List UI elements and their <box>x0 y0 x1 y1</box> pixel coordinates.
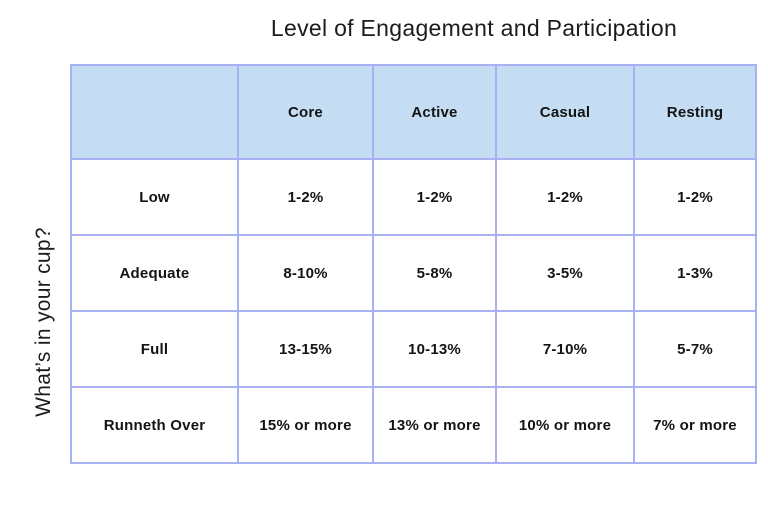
data-cell: 5-8% <box>372 234 497 312</box>
data-cell: 15% or more <box>237 386 374 464</box>
column-header-resting: Resting <box>633 64 757 160</box>
table-row-low: Low 1-2% 1-2% 1-2% 1-2% <box>70 158 757 236</box>
row-label-cell: Adequate <box>70 234 239 312</box>
table-row-full: Full 13-15% 10-13% 7-10% 5-7% <box>70 310 757 388</box>
data-cell: 5-7% <box>633 310 757 388</box>
row-label-cell: Full <box>70 310 239 388</box>
data-cell: 1-2% <box>633 158 757 236</box>
data-cell: 7% or more <box>633 386 757 464</box>
chart-title: Level of Engagement and Participation <box>270 15 678 41</box>
data-cell: 3-5% <box>495 234 635 312</box>
table-row-adequate: Adequate 8-10% 5-8% 3-5% 1-3% <box>70 234 757 312</box>
data-cell: 8-10% <box>237 234 374 312</box>
row-label-cell: Runneth Over <box>70 386 239 464</box>
row-label-cell: Low <box>70 158 239 236</box>
y-axis-label: What’s in your cup? <box>32 227 55 417</box>
engagement-table: Core Active Casual Resting Low 1-2% 1-2%… <box>70 64 757 464</box>
data-cell: 13% or more <box>372 386 497 464</box>
data-cell: 1-3% <box>633 234 757 312</box>
data-cell: 13-15% <box>237 310 374 388</box>
data-cell: 1-2% <box>237 158 374 236</box>
column-header-active: Active <box>372 64 497 160</box>
table-header-row: Core Active Casual Resting <box>70 64 757 160</box>
column-header-core: Core <box>237 64 374 160</box>
data-cell: 7-10% <box>495 310 635 388</box>
table-row-runneth-over: Runneth Over 15% or more 13% or more 10%… <box>70 386 757 464</box>
data-cell: 1-2% <box>495 158 635 236</box>
data-cell: 10% or more <box>495 386 635 464</box>
corner-cell <box>70 64 239 160</box>
column-header-casual: Casual <box>495 64 635 160</box>
data-cell: 1-2% <box>372 158 497 236</box>
data-cell: 10-13% <box>372 310 497 388</box>
